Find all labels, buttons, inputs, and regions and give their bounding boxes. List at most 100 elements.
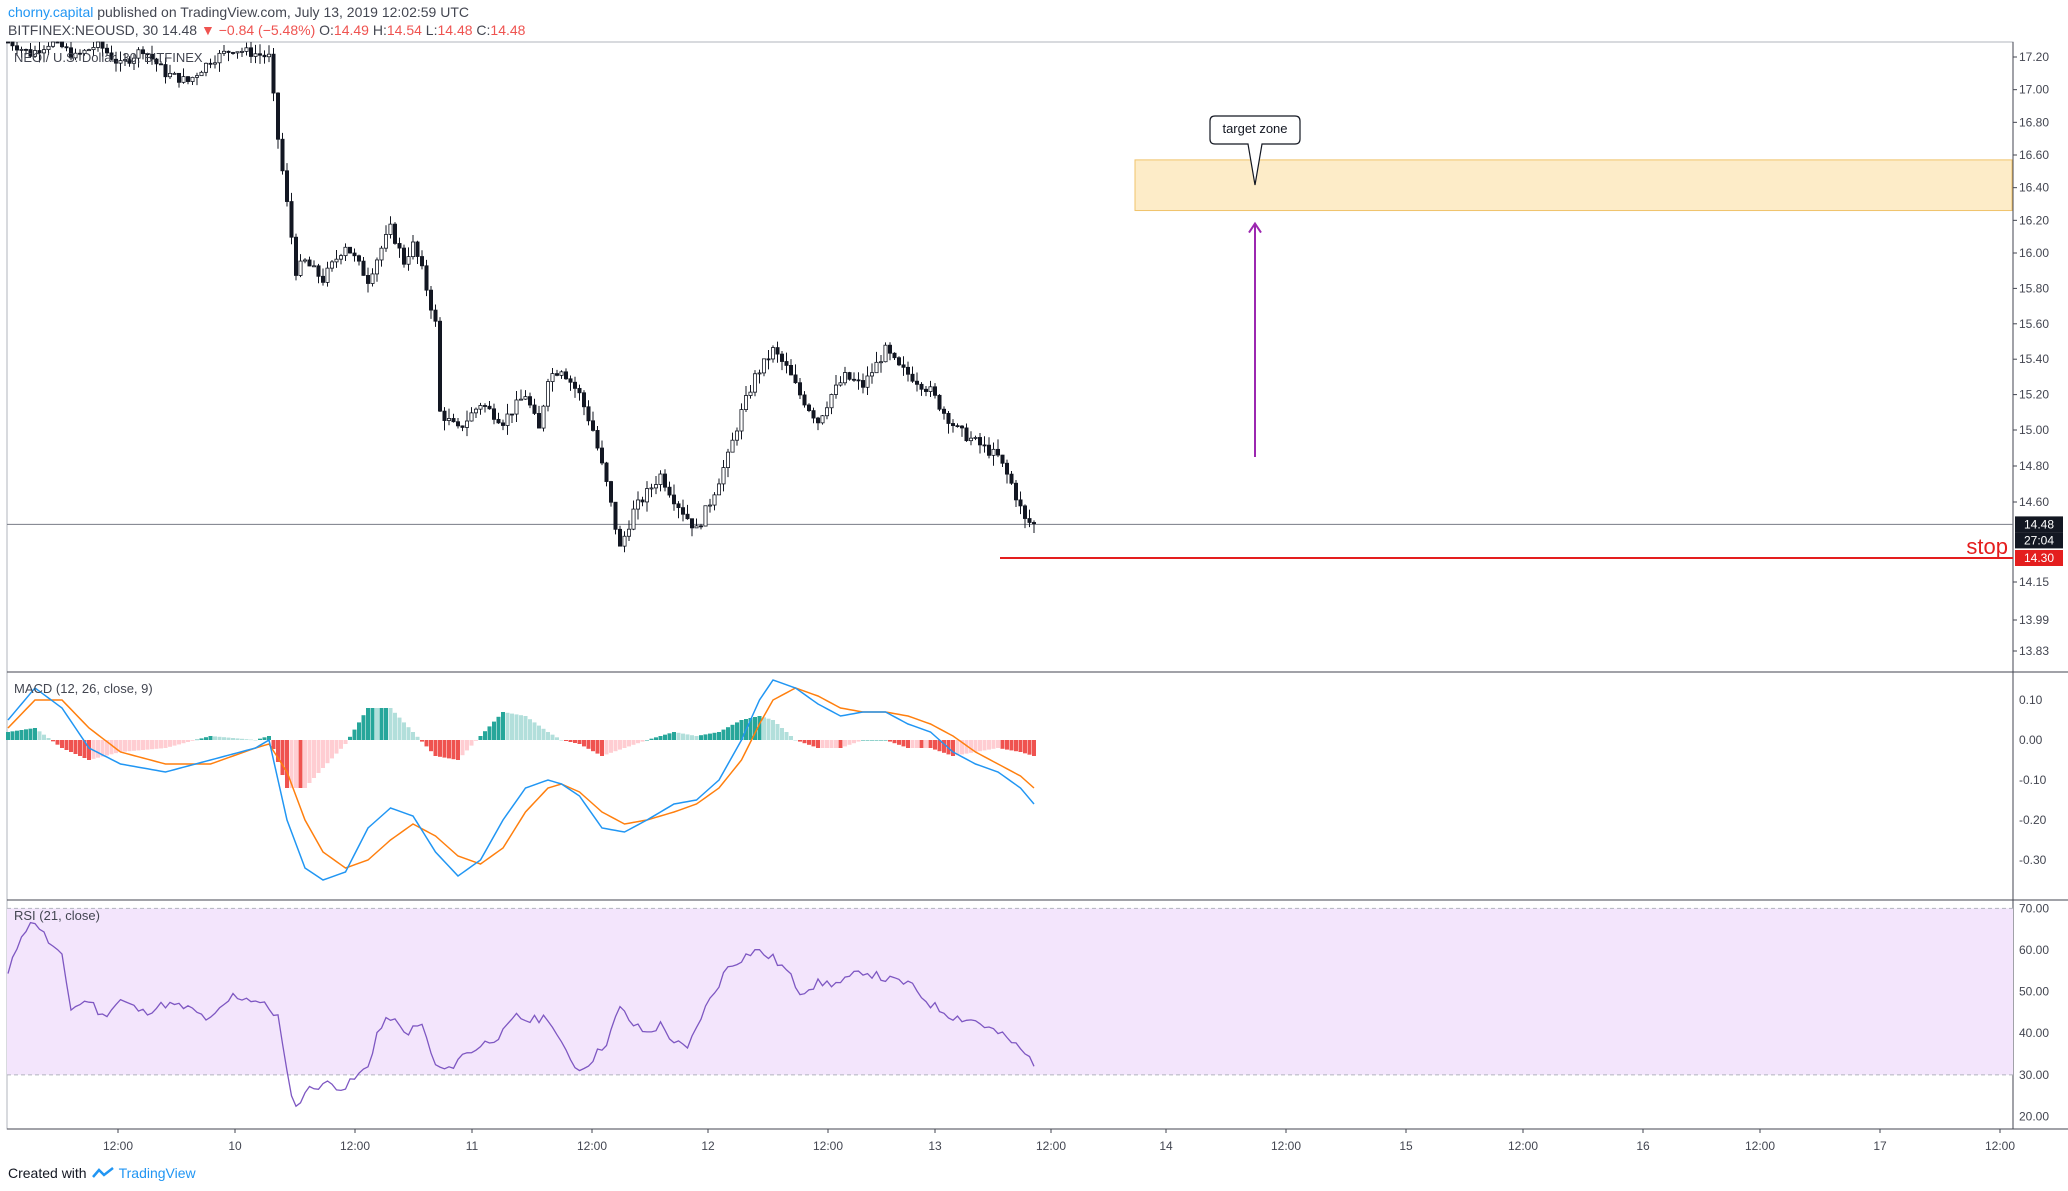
macd-hist-bar (798, 740, 802, 742)
target-zone[interactable] (1134, 159, 2013, 212)
macd-hist-bar (501, 712, 505, 740)
macd-hist-bar (510, 713, 514, 740)
candle (798, 382, 803, 396)
candle (167, 72, 172, 78)
candle (960, 425, 965, 429)
macd-hist-bar (865, 740, 870, 741)
candle (645, 488, 650, 503)
candle (316, 265, 321, 277)
candle (964, 427, 969, 442)
macd-hist-bar (42, 734, 46, 740)
macd-hist-bar (199, 738, 204, 740)
tradingview-brand[interactable]: TradingView (118, 1165, 196, 1181)
candle (460, 425, 465, 428)
price-tick-label: 14.60 (2019, 495, 2049, 509)
price-tick-label: 17.20 (2019, 50, 2049, 64)
macd-hist-bar (469, 740, 474, 746)
macd-hist-bar (645, 740, 649, 741)
macd-hist-bar (46, 738, 51, 740)
macd-hist-bar (604, 740, 609, 755)
candle (933, 386, 938, 396)
candle (14, 45, 19, 51)
candle (753, 373, 758, 393)
macd-hist-bar (811, 740, 816, 747)
candle (19, 48, 24, 51)
close-label: C: (476, 22, 491, 38)
candle (338, 255, 343, 260)
macd-hist-bar (118, 740, 123, 752)
candle (325, 267, 330, 283)
macd-hist-bar (505, 712, 510, 740)
macd-hist-bar (361, 715, 366, 740)
time-tick-label: 12:00 (1036, 1139, 1066, 1153)
candle (212, 62, 217, 65)
target-zone-callout[interactable] (1209, 115, 1301, 186)
macd-tick-label: 0.00 (2019, 733, 2043, 747)
macd-hist-bar (694, 736, 699, 740)
macd-hist-bar (1014, 740, 1018, 752)
macd-hist-bar (487, 726, 492, 740)
macd-hist-bar (919, 740, 924, 748)
macd-hist-bar (807, 740, 811, 745)
macd-hist-bar (982, 740, 987, 751)
macd-tick-label: -0.30 (2019, 853, 2047, 867)
macd-hist-bar (343, 740, 348, 744)
candle (464, 420, 469, 428)
axis-labels: 17.20 17.00 16.80 16.60 16.40 16.20 16.00 15.80… (103, 50, 2049, 1153)
macd-hist-bar (208, 736, 213, 740)
time-tick-label: 15 (1399, 1139, 1413, 1153)
macd-hist-bar (879, 740, 883, 741)
candle (388, 223, 393, 235)
macd-hist-bar (928, 740, 933, 748)
macd-histogram (6, 708, 1036, 788)
macd-hist-bar (204, 737, 208, 740)
macd-hist-bar (141, 740, 145, 750)
macd-hist-bar (375, 708, 379, 740)
candle (311, 265, 316, 268)
candle (239, 50, 244, 53)
author-link[interactable]: chorny.capital (8, 4, 94, 20)
macd-hist-bar (298, 740, 303, 788)
publish-text: published on TradingView.com, July 13, 2… (93, 4, 469, 20)
candle (636, 499, 641, 510)
macd-hist-bar (672, 732, 676, 740)
candle (906, 366, 911, 375)
macd-hist-bar (105, 740, 109, 756)
candle (329, 261, 334, 269)
candle (500, 422, 505, 426)
macd-hist-bar (114, 740, 118, 754)
macd-hist-bar (1009, 740, 1014, 751)
macd-hist-bar (312, 740, 316, 778)
macd-hist-bar (384, 708, 388, 740)
macd-hist-bar (411, 732, 415, 740)
candle (681, 507, 686, 515)
candle (991, 448, 996, 456)
candle (865, 375, 870, 388)
candle (712, 494, 717, 506)
candle (658, 473, 663, 485)
macd-hist-bar (15, 730, 19, 740)
candle (744, 395, 749, 410)
candle (604, 462, 609, 482)
macd-hist-bar (271, 740, 276, 749)
time-tick-label: 14 (1159, 1139, 1173, 1153)
countdown-badge (2015, 532, 2063, 549)
macd-hist-bar (829, 740, 834, 748)
candle (1014, 482, 1019, 501)
candle (10, 41, 15, 47)
time-tick-label: 13 (928, 1139, 942, 1153)
macd-hist-bar (231, 738, 235, 740)
macd-tick-label: -0.10 (2019, 773, 2047, 787)
time-tick-label: 12:00 (1745, 1139, 1775, 1153)
macd-hist-bar (240, 738, 244, 740)
macd-hist-bar (280, 740, 285, 775)
macd-hist-bar (789, 736, 793, 740)
candle (595, 430, 600, 449)
candle (928, 386, 933, 392)
candle (226, 50, 231, 53)
candle (703, 505, 708, 527)
candle (946, 412, 951, 424)
macd-hist-bar (1000, 740, 1005, 749)
macd-hist-bar (285, 740, 289, 788)
